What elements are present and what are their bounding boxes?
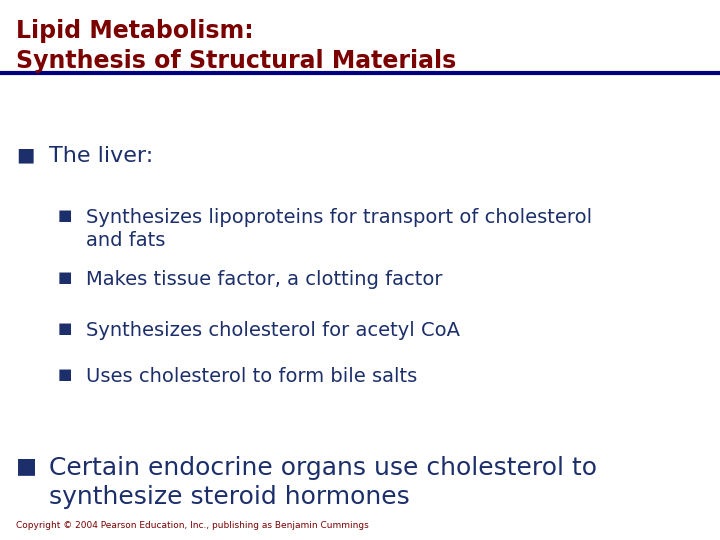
Text: ■: ■ xyxy=(58,270,72,285)
Text: Synthesizes lipoproteins for transport of cholesterol
and fats: Synthesizes lipoproteins for transport o… xyxy=(86,208,593,249)
Text: ■: ■ xyxy=(58,321,72,336)
Text: Synthesis of Structural Materials: Synthesis of Structural Materials xyxy=(16,49,456,72)
Text: ■: ■ xyxy=(58,208,72,223)
Text: ■: ■ xyxy=(58,367,72,382)
Text: ■: ■ xyxy=(16,456,37,476)
Text: Synthesizes cholesterol for acetyl CoA: Synthesizes cholesterol for acetyl CoA xyxy=(86,321,460,340)
Text: Copyright © 2004 Pearson Education, Inc., publishing as Benjamin Cummings: Copyright © 2004 Pearson Education, Inc.… xyxy=(16,521,369,530)
Text: The liver:: The liver: xyxy=(49,146,153,166)
Text: Certain endocrine organs use cholesterol to
synthesize steroid hormones: Certain endocrine organs use cholesterol… xyxy=(49,456,597,509)
Text: Makes tissue factor, a clotting factor: Makes tissue factor, a clotting factor xyxy=(86,270,443,289)
Text: ■: ■ xyxy=(16,146,35,165)
Text: Lipid Metabolism:: Lipid Metabolism: xyxy=(16,19,253,43)
Text: Uses cholesterol to form bile salts: Uses cholesterol to form bile salts xyxy=(86,367,418,386)
